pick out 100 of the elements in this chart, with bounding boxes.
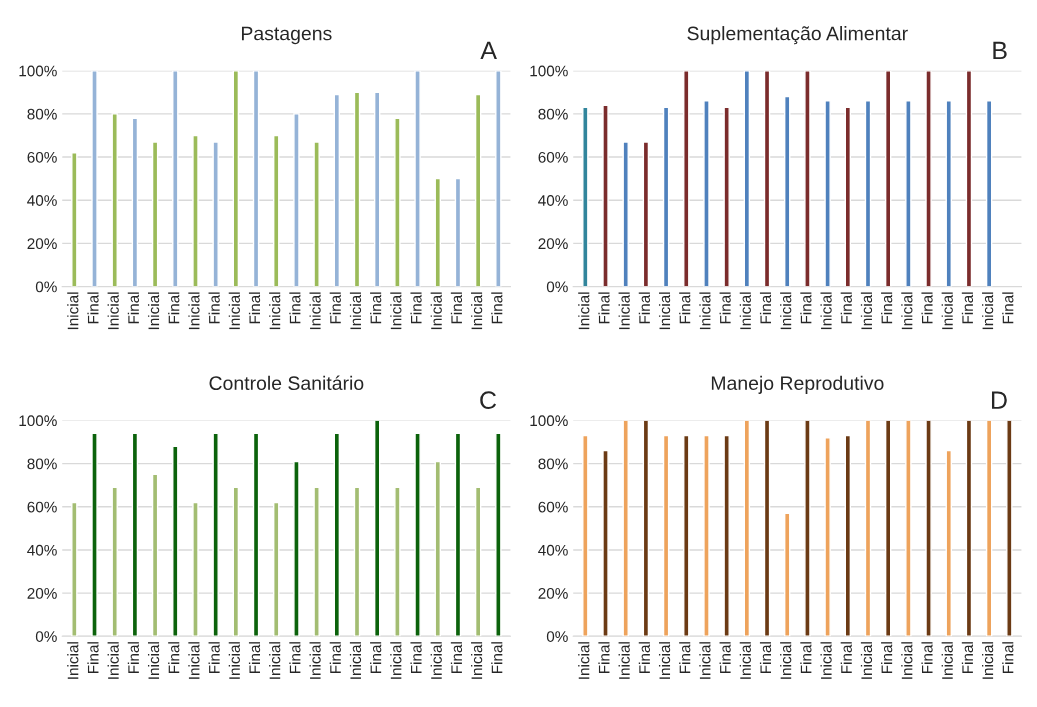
y-tick-label: 60%: [27, 501, 57, 513]
x-tick-label: Final: [921, 292, 933, 324]
bar: [212, 432, 219, 637]
chart-title: Manejo Reprodutivo: [711, 375, 884, 394]
x-tick-label: Final: [127, 292, 140, 324]
chart-title: Pastagens: [241, 26, 332, 45]
bar: [333, 93, 341, 287]
bar: [212, 141, 219, 287]
bar: [703, 100, 710, 287]
bar: [273, 501, 280, 637]
x-tick-label: Final: [679, 292, 691, 324]
y-tick-label: 80%: [27, 108, 57, 120]
x-tick-label: Inicial: [430, 642, 442, 679]
text: A: [480, 41, 497, 60]
bar: [373, 420, 381, 637]
x-tick-label: Final: [289, 292, 301, 324]
x-tick-label: Final: [840, 642, 852, 674]
bar: [474, 486, 482, 637]
bar: [474, 93, 482, 287]
bar: [985, 100, 993, 287]
x-tick-label: Final: [598, 292, 610, 324]
bar: [394, 486, 401, 637]
x-tick-label: Inicial: [658, 292, 671, 330]
x-tick-label: Inicial: [309, 292, 321, 330]
x-tick-label: Inicial: [699, 642, 711, 679]
x-tick-label: Inicial: [188, 642, 200, 679]
bar: [353, 486, 361, 637]
x-tick-label: Inicial: [147, 642, 160, 679]
bar: [622, 141, 629, 287]
x-tick-label: Final: [248, 642, 261, 674]
x-tick-label: Inicial: [228, 642, 240, 679]
x-tick-label: Final: [168, 292, 180, 324]
bar: [293, 460, 300, 637]
bar: [602, 104, 609, 287]
x-tick-label: Final: [840, 292, 852, 324]
bar: [252, 432, 260, 637]
bar: [192, 134, 199, 287]
x-tick-label: Final: [881, 292, 893, 324]
x-tick-label: Inicial: [107, 642, 119, 679]
y-tick-label: 0%: [35, 631, 57, 642]
y-tick-label: 20%: [27, 238, 57, 250]
x-tick-label: Inicial: [349, 292, 362, 330]
bar: [965, 70, 973, 287]
bar: [763, 70, 771, 287]
x-tick-label: Final: [800, 642, 812, 674]
x-tick-label: Final: [759, 292, 772, 324]
x-tick-label: Inicial: [578, 292, 590, 330]
y-tick-label: 80%: [27, 458, 57, 470]
bar: [804, 70, 811, 287]
x-tick-label: Inicial: [780, 642, 792, 679]
y-tick-label: 20%: [27, 587, 57, 599]
bar: [91, 432, 98, 637]
y-tick-label: 0%: [35, 281, 57, 293]
x-tick-label: Final: [208, 642, 220, 674]
bar: [945, 100, 952, 287]
bar: [293, 113, 300, 287]
x-tick-label: Final: [491, 642, 503, 674]
x-tick-label: Inicial: [67, 292, 79, 330]
text: C: [480, 391, 497, 409]
x-tick-label: Inicial: [982, 292, 994, 330]
x-tick-label: Final: [87, 292, 99, 324]
bar: [192, 501, 199, 637]
x-tick-label: Inicial: [578, 642, 590, 679]
x-tick-label: Final: [450, 292, 463, 324]
bar: [313, 141, 320, 287]
bar: [313, 486, 320, 637]
bar: [454, 432, 462, 637]
bar: [414, 70, 421, 287]
bar: [151, 473, 159, 637]
x-tick-label: Inicial: [820, 642, 832, 679]
bar: [151, 141, 159, 287]
x-tick-label: Inicial: [860, 292, 873, 330]
x-tick-label: Final: [450, 642, 463, 674]
chart-title: Suplementação Alimentar: [687, 26, 908, 45]
bar: [71, 152, 78, 287]
bar: [864, 100, 872, 287]
y-tick-label: 0%: [546, 281, 568, 293]
x-tick-label: Inicial: [780, 292, 792, 330]
x-tick-label: Inicial: [67, 642, 79, 679]
bar: [925, 70, 932, 287]
bar: [784, 95, 791, 287]
x-tick-label: Final: [87, 642, 99, 674]
bar: [273, 134, 280, 287]
x-tick-label: Inicial: [471, 292, 483, 330]
bar: [844, 106, 852, 287]
bar: [743, 70, 751, 287]
x-tick-label: Final: [208, 292, 220, 324]
bar: [642, 141, 650, 287]
x-tick-label: Final: [921, 642, 933, 674]
x-tick-label: Inicial: [860, 642, 873, 679]
y-tick-label: 100%: [19, 65, 57, 77]
x-tick-label: Inicial: [941, 642, 953, 679]
x-tick-label: Inicial: [471, 642, 483, 679]
text: B: [993, 41, 1007, 60]
x-tick-label: Inicial: [739, 292, 751, 330]
bar: [723, 106, 730, 287]
bar: [824, 100, 831, 287]
x-tick-label: Final: [127, 642, 140, 674]
x-tick-label: Final: [329, 642, 341, 674]
x-tick-label: Final: [1002, 642, 1014, 674]
